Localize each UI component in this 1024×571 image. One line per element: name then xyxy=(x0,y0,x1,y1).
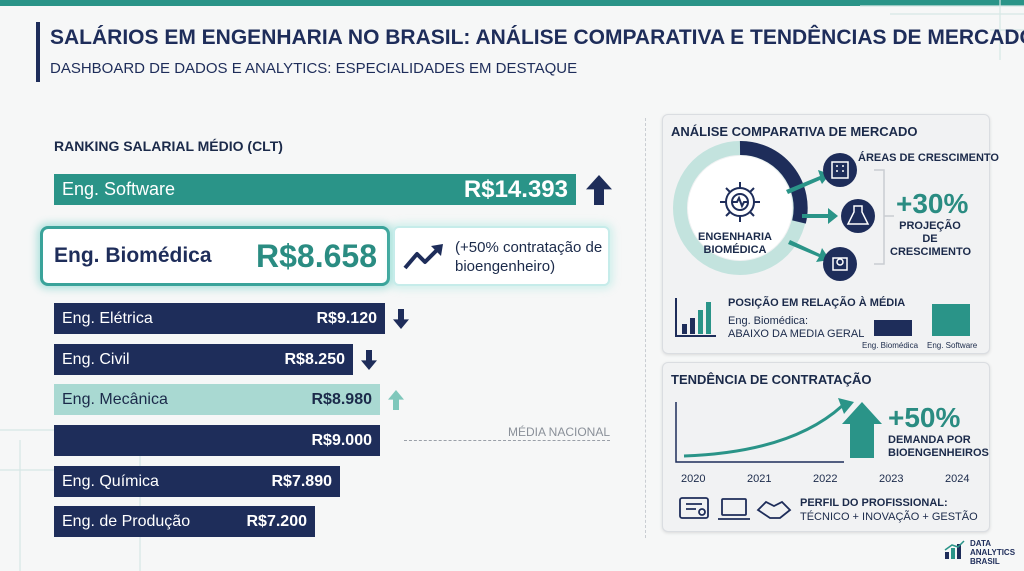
profile-title: PERFIL DO PROFISSIONAL: xyxy=(800,497,948,509)
arrow-up-icon xyxy=(586,174,612,205)
title-accent xyxy=(36,22,40,82)
legend-biomedica: Eng. Biomédica xyxy=(862,341,919,350)
bar-value: R$7.890 xyxy=(271,472,333,490)
media-nacional-line xyxy=(404,440,610,441)
bar-value: R$7.200 xyxy=(246,512,308,530)
bar-label: Eng. de Produção xyxy=(62,512,191,530)
brand-logo-icon xyxy=(944,540,965,559)
brand-line-2: ANALYTICS xyxy=(970,548,1016,557)
brand-logo-text: DATA ANALYTICS BRASIL xyxy=(970,539,1015,566)
trend-value: +50% xyxy=(888,402,961,433)
market-title: ANÁLISE COMPARATIVA DE MERCADO xyxy=(671,124,918,139)
ranking-title: RANKING SALARIAL MÉDIO (CLT) xyxy=(54,138,283,154)
growth-caption: PROJEÇÃO DE CRESCIMENTO xyxy=(890,220,972,258)
year-2022: 2022 xyxy=(813,473,838,485)
year-2023: 2023 xyxy=(879,473,904,485)
year-2021: 2021 xyxy=(747,473,772,485)
trend-up-icon xyxy=(403,244,443,270)
ring-label: ENGENHARIA BIOMÉDICA xyxy=(698,231,772,256)
arrow-up-icon xyxy=(388,389,404,410)
trend-graphic xyxy=(675,398,882,520)
bar-label: Eng. Civil xyxy=(62,350,130,368)
bar-value: R$14.393 xyxy=(463,175,568,203)
media-nacional-label: MÉDIA NACIONAL xyxy=(508,425,611,439)
arrow-down-icon xyxy=(393,308,409,329)
position-title: POSIÇÃO EM RELAÇÃO À MÉDIA xyxy=(728,297,906,309)
trend-caption-1: DEMANDA POR xyxy=(888,434,971,446)
bar-label: Eng. Elétrica xyxy=(62,309,153,327)
bar-1: Eng. Software R$14.393 xyxy=(54,174,576,205)
position-line1: Eng. Biomédica: xyxy=(728,315,809,327)
bar-6: R$9.000 xyxy=(54,425,380,456)
market-graphic xyxy=(673,140,970,337)
highlight-note: (+50% contratação de bioengenheiro) xyxy=(455,239,603,275)
bar-value: R$8.250 xyxy=(284,350,346,368)
bar-8: Eng. de Produção R$7.200 xyxy=(54,506,315,537)
position-line2: ABAIXO DA MEDIA GERAL xyxy=(728,328,865,340)
bar-3: Eng. Elétrica R$9.120 xyxy=(54,303,385,334)
profile-text: TÉCNICO + INOVAÇÃO + GESTÃO xyxy=(800,511,978,523)
trend-card xyxy=(662,362,990,532)
highlight-biomedica: Eng. Biomédica R$8.658 xyxy=(40,226,390,286)
bar-value: R$8.980 xyxy=(311,390,373,408)
year-2020: 2020 xyxy=(681,473,706,485)
highlight-note-box: (+50% contratação de bioengenheiro) xyxy=(393,226,610,286)
legend-software: Eng. Software xyxy=(927,341,978,350)
highlight-value: R$8.658 xyxy=(256,237,377,274)
brand-line-3: BRASIL xyxy=(970,557,1000,566)
bar-7: Eng. Química R$7.890 xyxy=(54,466,340,497)
top-accent-bar xyxy=(0,0,1024,6)
trend-caption-2: BIOENGENHEIROS xyxy=(888,447,989,459)
year-2024: 2024 xyxy=(945,473,970,485)
bar-5: Eng. Mecânica R$8.980 xyxy=(54,384,380,415)
brand-line-1: DATA xyxy=(970,539,992,548)
bar-value: R$9.000 xyxy=(311,431,373,449)
highlight-name: Eng. Biomédica xyxy=(54,244,212,267)
section-divider xyxy=(645,118,646,538)
arrow-down-icon xyxy=(361,349,377,370)
trend-title: TENDÊNCIA DE CONTRATAÇÃO xyxy=(671,372,872,387)
bar-label: Eng. Software xyxy=(62,179,176,199)
bar-label: Eng. Mecânica xyxy=(62,390,168,408)
bar-4: Eng. Civil R$8.250 xyxy=(54,344,353,375)
bar-label: Eng. Química xyxy=(62,472,159,490)
page-subtitle: DASHBOARD DE DADOS E ANALYTICS: ESPECIAL… xyxy=(50,60,578,77)
page-title: SALÁRIOS EM ENGENHARIA NO BRASIL: ANÁLIS… xyxy=(50,26,1024,49)
bar-value: R$9.120 xyxy=(316,309,378,327)
growth-value: +30% xyxy=(896,188,969,219)
growth-title: ÁREAS DE CRESCIMENTO xyxy=(858,152,999,164)
